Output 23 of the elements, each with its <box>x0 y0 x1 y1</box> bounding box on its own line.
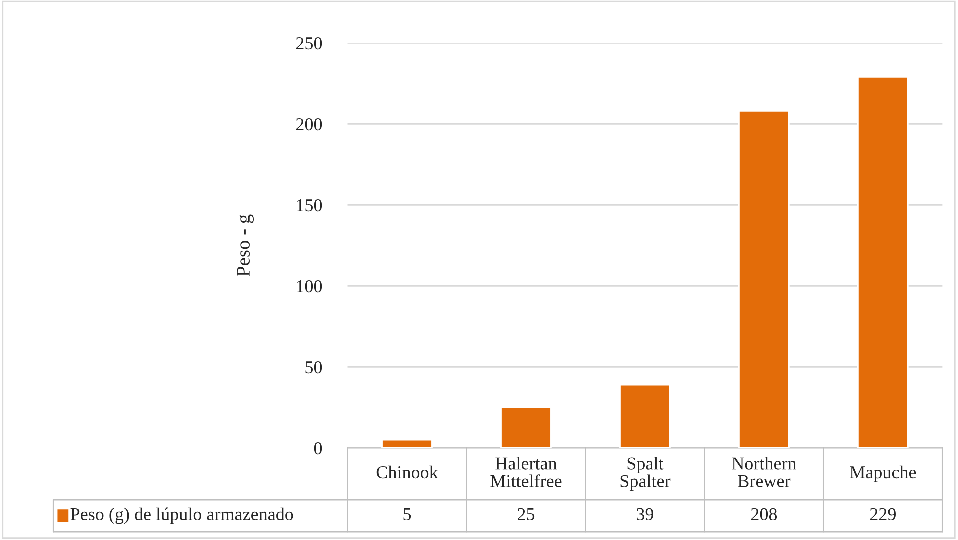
y-tick-label: 50 <box>306 361 322 374</box>
x-tick-label: Chinook <box>376 466 438 479</box>
y-tick-label: 150 <box>297 199 322 212</box>
bar <box>382 439 433 448</box>
legend-label: Peso (g) de lúpulo armazenado <box>70 508 294 524</box>
bar <box>858 76 909 448</box>
bar <box>620 384 671 448</box>
data-label: 208 <box>751 508 778 521</box>
y-axis-title: Peso - g <box>237 214 254 276</box>
data-label: 229 <box>870 508 896 521</box>
bar <box>500 407 552 448</box>
y-tick-label: 0 <box>314 442 322 455</box>
x-tick-label: Halertan Mittelfree <box>490 457 562 488</box>
x-tick-label: Northern Brewer <box>732 457 797 488</box>
y-tick-label: 200 <box>296 118 322 131</box>
y-tick-label: 250 <box>296 37 322 50</box>
bar <box>738 110 790 448</box>
data-label: 39 <box>637 508 654 521</box>
x-tick-label: Mapuche <box>850 466 916 482</box>
y-tick-label: 100 <box>297 280 322 293</box>
data-label: 25 <box>518 508 535 521</box>
data-label: 5 <box>404 508 412 521</box>
x-tick-label: Spalt Spalter <box>620 457 671 492</box>
